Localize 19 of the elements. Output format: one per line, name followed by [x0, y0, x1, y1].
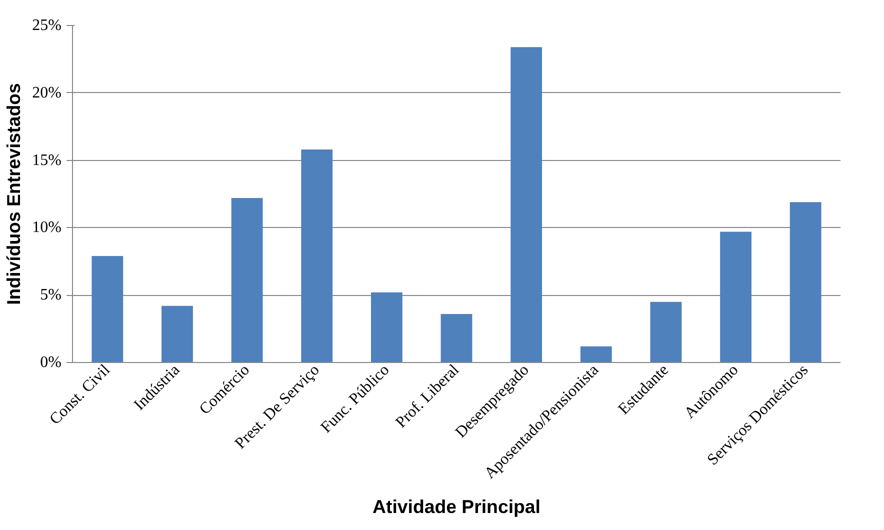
bar: [162, 306, 193, 362]
bar: [510, 47, 542, 362]
bar: [231, 198, 263, 362]
bar: [440, 314, 472, 362]
y-axis-title: Indivíduos Entrevistados: [3, 83, 24, 305]
y-tick-label: 0%: [40, 354, 62, 371]
y-tick-label: 25%: [32, 17, 62, 34]
bar: [301, 150, 333, 362]
bar: [370, 292, 402, 362]
bar: [580, 346, 612, 362]
bar: [720, 232, 752, 362]
y-tick-label: 5%: [40, 286, 62, 304]
bar: [92, 256, 124, 362]
y-tick-label: 10%: [32, 219, 62, 236]
x-axis-title: Atividade Principal: [372, 496, 540, 518]
y-tick-label: 15%: [32, 152, 62, 169]
bar: [790, 202, 822, 362]
y-tick-label: 20%: [32, 84, 62, 102]
bar: [650, 302, 682, 362]
